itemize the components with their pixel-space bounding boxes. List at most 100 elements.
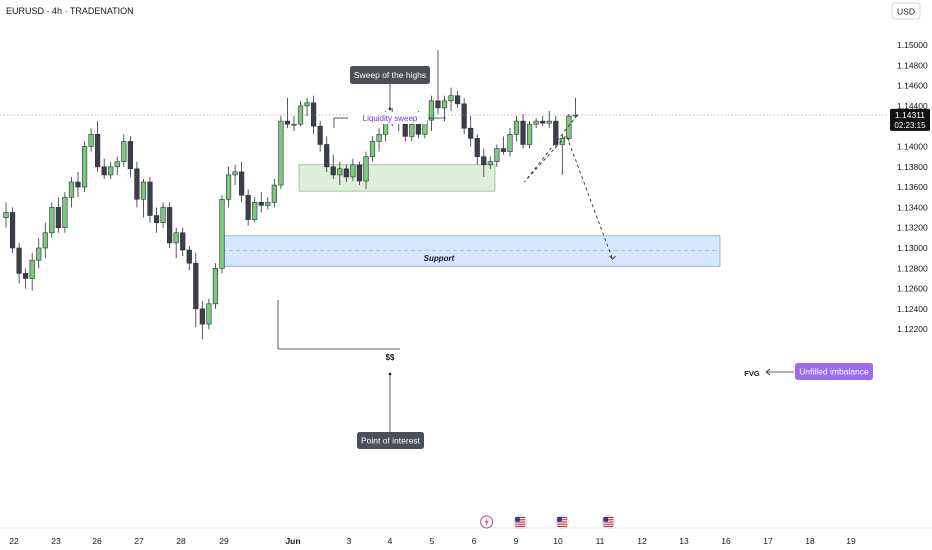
bull-candle[interactable] [108, 166, 114, 176]
bull-candle[interactable] [219, 198, 225, 269]
bull-candle[interactable] [42, 232, 48, 249]
bull-candle[interactable] [291, 123, 297, 126]
bull-candle[interactable] [49, 207, 55, 234]
bear-candle[interactable] [55, 207, 61, 228]
bull-candle[interactable] [29, 259, 35, 279]
bull-candle[interactable] [566, 115, 572, 139]
bear-candle[interactable] [167, 207, 173, 244]
bear-candle[interactable] [481, 156, 487, 166]
bear-candle[interactable] [199, 308, 205, 325]
bull-candle[interactable] [526, 123, 533, 145]
bear-candle[interactable] [134, 168, 140, 200]
bear-candle[interactable] [343, 168, 349, 178]
bull-candle[interactable] [160, 207, 166, 223]
bear-candle[interactable] [330, 166, 336, 176]
bear-candle[interactable] [356, 164, 363, 182]
bear-candle[interactable] [23, 273, 29, 279]
bull-candle[interactable] [265, 202, 271, 206]
us-flag-event-icon[interactable] [555, 515, 569, 529]
bull-candle[interactable] [559, 138, 565, 145]
bull-candle[interactable] [206, 303, 212, 325]
unfilled-imbalance-callout[interactable]: Unfilled imbalance [795, 363, 873, 380]
bull-candle[interactable] [232, 171, 238, 176]
bear-candle[interactable] [239, 171, 245, 196]
bull-candle[interactable] [363, 156, 369, 182]
bear-candle[interactable] [520, 120, 526, 145]
bear-candle[interactable] [95, 134, 101, 168]
bull-candle[interactable] [81, 146, 88, 188]
bear-candle[interactable] [553, 120, 559, 145]
bull-candle[interactable] [376, 134, 382, 142]
bull-candle[interactable] [114, 161, 120, 168]
bull-candle[interactable] [252, 202, 258, 220]
bear-candle[interactable] [317, 125, 323, 145]
bear-candle[interactable] [435, 100, 441, 109]
bull-candle[interactable] [546, 120, 552, 124]
time-axis[interactable]: 22 23 26 27 28 29 Jun 3 4 5 6 9 10 11 12 13 16 17 18 19 [9, 536, 856, 546]
bull-candle[interactable] [337, 168, 343, 176]
bull-candle[interactable] [271, 184, 277, 203]
bull-candle[interactable] [88, 134, 94, 147]
bull-candle[interactable] [62, 196, 68, 229]
bull-candle[interactable] [533, 120, 539, 125]
bear-candle[interactable] [193, 262, 199, 310]
bull-candle[interactable] [487, 161, 493, 166]
ss-label: $$ [386, 353, 395, 362]
fvg-zone[interactable] [221, 235, 721, 267]
price-axis[interactable]: 1.150001.148001.146001.144001.142001.140… [890, 40, 930, 334]
bear-candle[interactable] [153, 215, 160, 223]
bear-candle[interactable] [101, 166, 107, 176]
bull-candle[interactable] [369, 141, 376, 157]
bear-candle[interactable] [311, 102, 317, 127]
time-tick-label: Jun [285, 536, 300, 546]
bull-candle[interactable] [448, 95, 454, 102]
bear-candle[interactable] [284, 120, 291, 125]
time-tick-label: 9 [514, 536, 519, 546]
bull-candle[interactable] [304, 102, 310, 107]
bear-candle[interactable] [16, 247, 22, 274]
bull-candle[interactable] [494, 148, 500, 163]
bear-candle[interactable] [324, 144, 330, 168]
bull-candle[interactable] [428, 100, 435, 121]
bull-candle[interactable] [212, 267, 219, 305]
bear-candle[interactable] [540, 120, 546, 124]
bull-candle[interactable] [36, 247, 42, 261]
sweep-of-highs-callout[interactable]: Sweep of the highs [350, 66, 430, 84]
bull-candle[interactable] [173, 232, 179, 244]
support-zone[interactable] [298, 164, 496, 192]
bear-candle[interactable] [468, 127, 474, 139]
bull-candle[interactable] [507, 134, 513, 152]
bear-candle[interactable] [461, 103, 467, 129]
bull-candle[interactable] [140, 181, 147, 200]
bull-candle[interactable] [121, 141, 127, 163]
bear-candle[interactable] [245, 194, 251, 220]
currency-button[interactable]: USD [891, 2, 921, 20]
time-tick-label: 23 [51, 536, 61, 546]
bull-candle[interactable] [278, 120, 284, 186]
bear-candle[interactable] [455, 95, 461, 105]
lightning-event-icon[interactable] [480, 515, 494, 529]
us-flag-event-icon[interactable] [601, 515, 616, 529]
bull-candle[interactable] [350, 164, 356, 178]
bull-candle[interactable] [225, 174, 232, 200]
bull-candle[interactable] [68, 181, 75, 198]
time-tick-label: 4 [388, 536, 393, 546]
bear-candle[interactable] [415, 123, 421, 135]
bull-candle[interactable] [513, 120, 520, 135]
bear-candle[interactable] [180, 232, 186, 251]
bear-candle[interactable] [474, 138, 480, 157]
bear-candle[interactable] [186, 249, 192, 264]
bear-candle[interactable] [9, 212, 16, 249]
bull-candle[interactable] [3, 212, 9, 218]
bull-candle[interactable] [409, 123, 415, 137]
bear-candle[interactable] [147, 181, 153, 216]
bear-candle[interactable] [127, 141, 133, 170]
bear-candle[interactable] [258, 202, 264, 206]
point-of-interest-callout[interactable]: Point of interest [357, 432, 424, 449]
bear-candle[interactable] [500, 148, 507, 152]
bull-candle[interactable] [441, 100, 448, 109]
us-flag-event-icon[interactable] [513, 515, 527, 529]
bear-candle[interactable] [75, 181, 81, 188]
